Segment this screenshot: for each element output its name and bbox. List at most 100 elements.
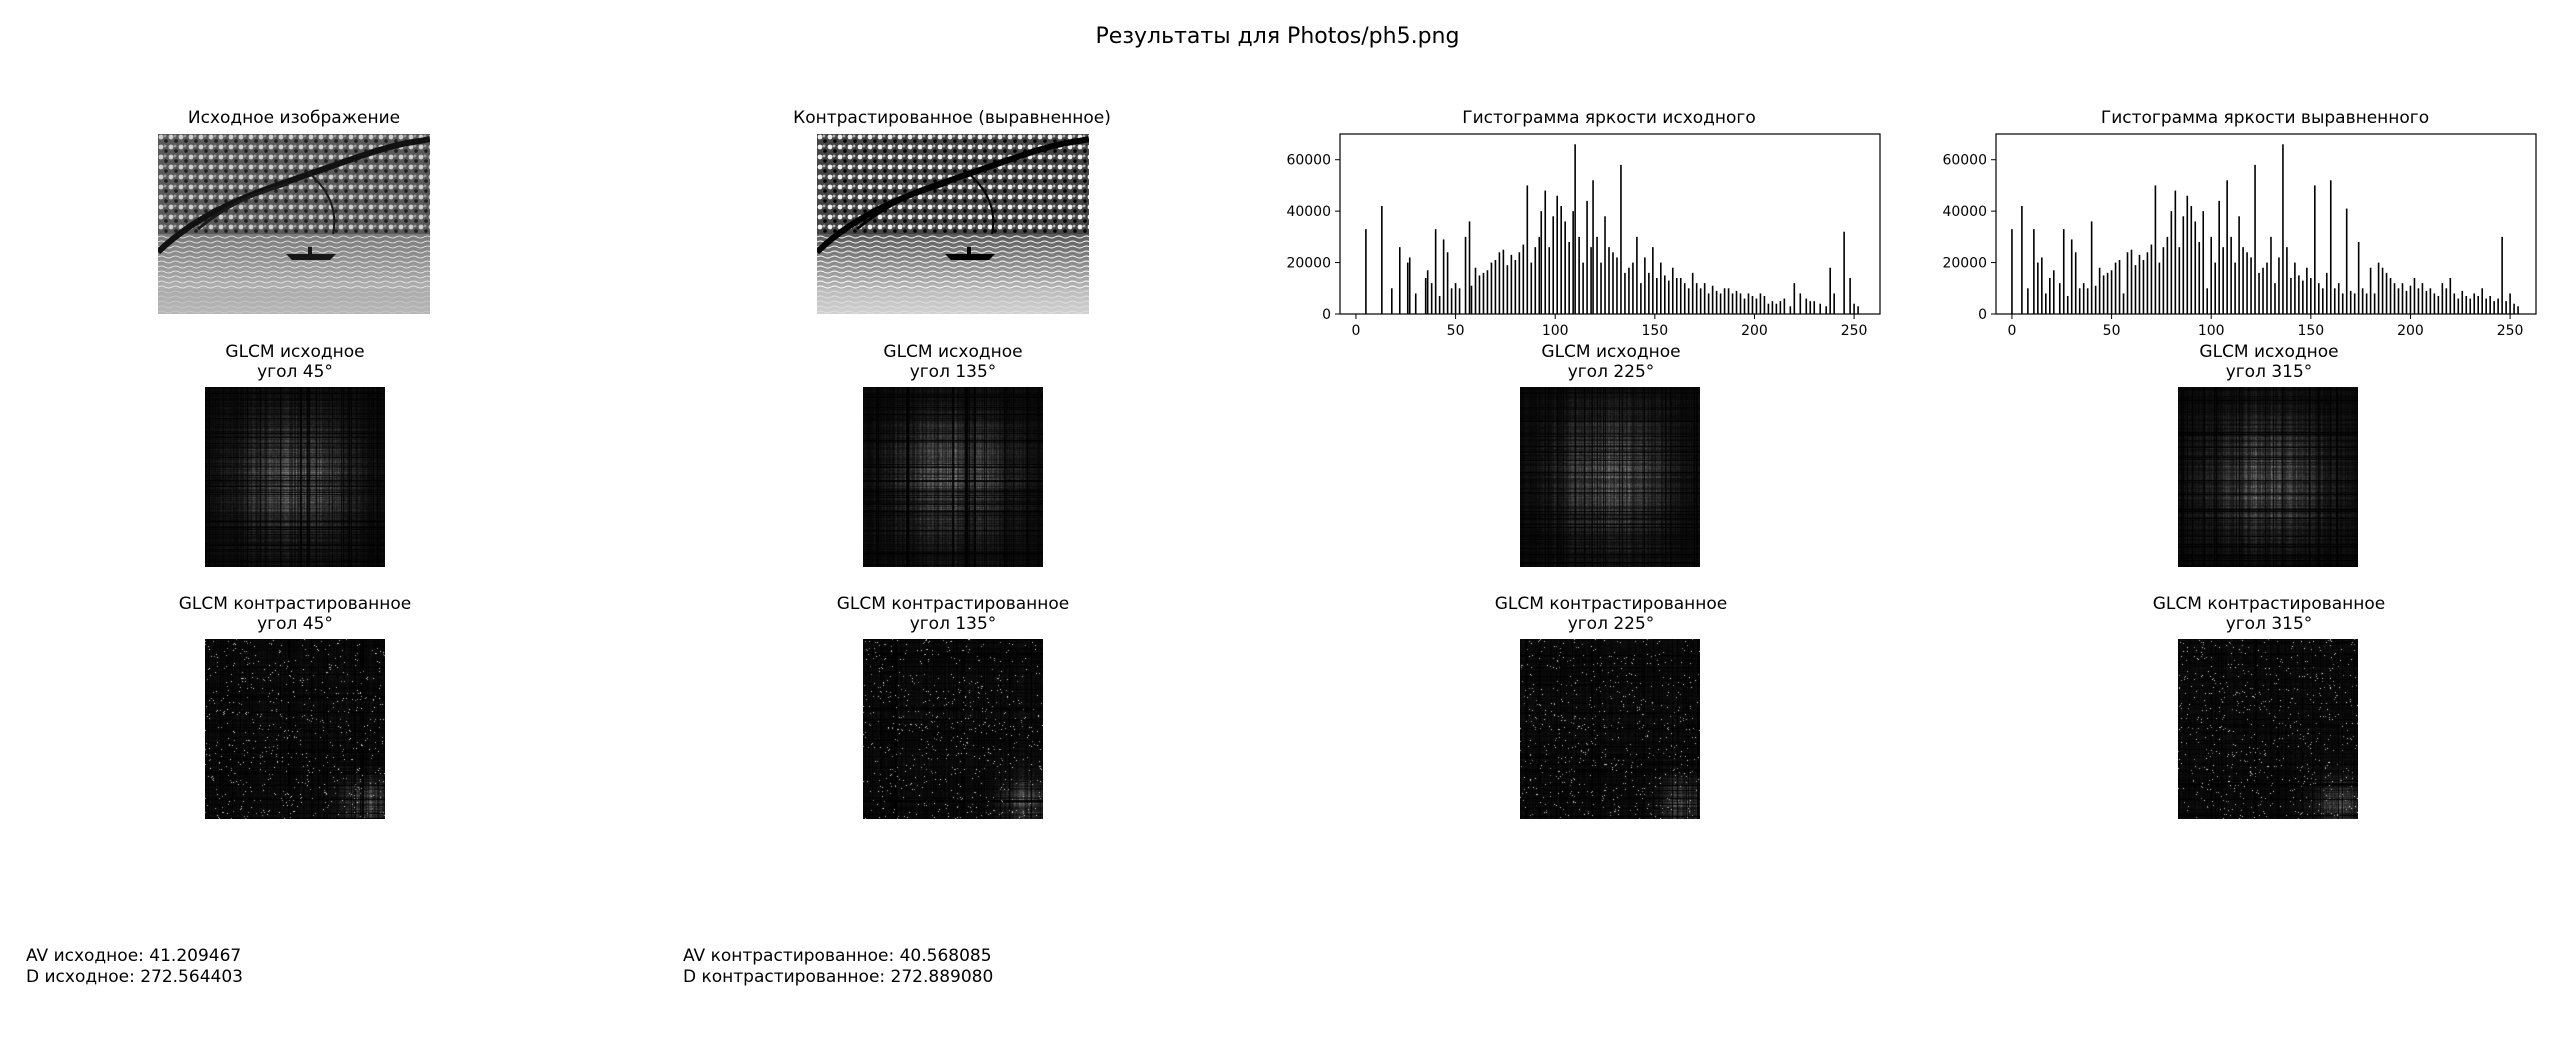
histogram-bar bbox=[1454, 283, 1457, 314]
glcm-original-label: GLCM исходное bbox=[883, 342, 1023, 362]
histogram-bar bbox=[2397, 288, 2400, 314]
glcm-contrasted-225-matrix bbox=[1520, 639, 1700, 819]
histogram-bar bbox=[1414, 293, 1417, 314]
histogram-bar bbox=[1809, 301, 1812, 314]
histogram-bar bbox=[2134, 265, 2137, 314]
histogram-bar bbox=[2246, 252, 2248, 314]
histogram-bar bbox=[2306, 267, 2308, 314]
histogram-bar bbox=[1632, 262, 1634, 314]
histogram-bar bbox=[2162, 247, 2165, 314]
histogram-bar bbox=[1636, 236, 1638, 314]
histogram-bar bbox=[1628, 267, 1630, 314]
histogram-bar bbox=[2021, 206, 2023, 314]
histogram-bar bbox=[1739, 293, 1742, 314]
histogram-bar bbox=[2066, 296, 2069, 314]
histogram-bar bbox=[1506, 265, 1509, 314]
histogram-bar bbox=[1592, 180, 1594, 314]
histogram-bar bbox=[2122, 293, 2125, 314]
x-tick-label: 50 bbox=[2103, 323, 2121, 338]
histogram-bar bbox=[2409, 285, 2412, 314]
glcm-contrasted-315-title: GLCM контрастированное угол 315° bbox=[2114, 594, 2424, 634]
histogram-bar bbox=[2178, 247, 2181, 314]
histogram-original-chart: 0 50 100 150 200 250 0 20000 40000 60000 bbox=[1286, 133, 1881, 338]
histogram-bar bbox=[2445, 288, 2448, 314]
histogram-bar bbox=[2469, 298, 2472, 314]
histogram-bar bbox=[1715, 290, 1718, 314]
histogram-bar bbox=[2166, 236, 2169, 314]
histogram-bar bbox=[1763, 296, 1766, 314]
glcm-original-315-matrix bbox=[2178, 387, 2358, 567]
histogram-bar bbox=[1442, 239, 1445, 314]
histogram-bar bbox=[2413, 278, 2416, 314]
histogram-bar bbox=[1640, 283, 1642, 314]
histogram-bar bbox=[1843, 231, 1845, 314]
glcm-contrasted-45-title: GLCM контрастированное угол 45° bbox=[140, 594, 450, 634]
histogram-bar bbox=[1391, 288, 1393, 314]
histogram-bar bbox=[2049, 278, 2051, 314]
histogram-bar bbox=[1381, 206, 1383, 314]
d-original-text: D исходное: 272.564403 bbox=[26, 967, 243, 987]
histogram-bar bbox=[1805, 298, 1808, 314]
histogram-bar bbox=[1853, 303, 1855, 314]
histogram-bar bbox=[1825, 306, 1827, 314]
y-tick-label: 40000 bbox=[1942, 204, 1987, 220]
histogram-bar bbox=[2086, 288, 2089, 314]
histogram-bar bbox=[1624, 272, 1626, 314]
histogram-bar bbox=[2110, 270, 2113, 314]
histogram-bar bbox=[2393, 283, 2396, 314]
histogram-bar bbox=[1620, 164, 1622, 314]
histogram-bar bbox=[2282, 144, 2284, 314]
histogram-bar bbox=[1406, 262, 1409, 314]
histogram-bar bbox=[2090, 221, 2093, 314]
y-tick-label: 20000 bbox=[1286, 256, 1331, 272]
histogram-bar bbox=[2074, 252, 2077, 314]
glcm-original-135-title: GLCM исходное угол 135° bbox=[798, 342, 1108, 382]
x-tick-label: 150 bbox=[2297, 323, 2324, 338]
histogram-bar bbox=[2118, 260, 2121, 314]
histogram-bar bbox=[1652, 247, 1654, 314]
glcm-angle-label: угол 315° bbox=[2225, 362, 2313, 382]
histogram-bar bbox=[2078, 288, 2081, 314]
histogram-bar bbox=[2517, 306, 2519, 314]
histogram-bar bbox=[2254, 164, 2256, 314]
histogram-bar bbox=[1604, 216, 1606, 314]
histogram-bar bbox=[1711, 285, 1714, 314]
figure-title: Результаты для Photos/ph5.png bbox=[1095, 24, 1460, 49]
histogram-bar bbox=[1494, 260, 1497, 314]
histogram-bar bbox=[2325, 272, 2328, 314]
histogram-bar bbox=[1600, 262, 1602, 314]
glcm-angle-label: угол 225° bbox=[1567, 614, 1655, 634]
glcm-contrasted-label: GLCM контрастированное bbox=[1494, 594, 1728, 614]
histogram-bar bbox=[2138, 254, 2141, 314]
histogram-bar bbox=[2441, 283, 2444, 314]
x-tick-label: 250 bbox=[1841, 323, 1868, 338]
histogram-bar bbox=[1498, 252, 1501, 314]
histogram-bar bbox=[1648, 272, 1650, 314]
histogram-bar bbox=[2465, 296, 2468, 314]
histogram-bar bbox=[1438, 296, 1441, 314]
histogram-bar bbox=[1857, 306, 1859, 314]
histogram-bar bbox=[1829, 267, 1831, 314]
histogram-bar bbox=[2062, 229, 2065, 314]
histogram-bar bbox=[2250, 257, 2252, 314]
glcm-contrasted-label: GLCM контрастированное bbox=[2152, 594, 2386, 614]
histogram-bar bbox=[2485, 298, 2487, 314]
histogram-bar bbox=[1616, 257, 1618, 314]
histogram-bar bbox=[1799, 293, 1802, 314]
histogram-bar bbox=[2258, 272, 2260, 314]
histogram-bar bbox=[1755, 298, 1758, 314]
histogram-bar bbox=[1691, 272, 1694, 314]
histogram-bar bbox=[1464, 236, 1467, 314]
histogram-bar bbox=[1675, 278, 1678, 314]
histogram-bar bbox=[2126, 252, 2129, 314]
histogram-bar bbox=[2369, 267, 2372, 314]
histogram-bar bbox=[1582, 262, 1584, 314]
original-image bbox=[158, 134, 430, 314]
x-tick-label: 200 bbox=[2397, 323, 2424, 338]
histogram-bar bbox=[2045, 293, 2047, 314]
histogram-bar bbox=[1434, 229, 1437, 314]
histogram-bar bbox=[1612, 252, 1614, 314]
histogram-bar bbox=[2011, 229, 2013, 314]
y-tick-label: 20000 bbox=[1942, 256, 1987, 272]
histogram-bar bbox=[2146, 252, 2149, 314]
